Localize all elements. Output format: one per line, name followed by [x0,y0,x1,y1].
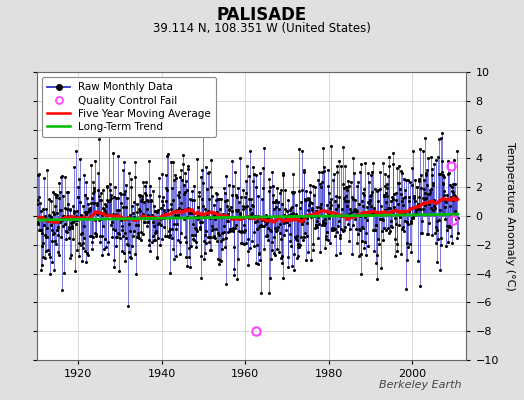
Text: PALISADE: PALISADE [217,6,307,24]
Y-axis label: Temperature Anomaly (°C): Temperature Anomaly (°C) [506,142,516,290]
Text: 39.114 N, 108.351 W (United States): 39.114 N, 108.351 W (United States) [153,22,371,35]
Text: Berkeley Earth: Berkeley Earth [379,380,461,390]
Legend: Raw Monthly Data, Quality Control Fail, Five Year Moving Average, Long-Term Tren: Raw Monthly Data, Quality Control Fail, … [42,77,216,137]
